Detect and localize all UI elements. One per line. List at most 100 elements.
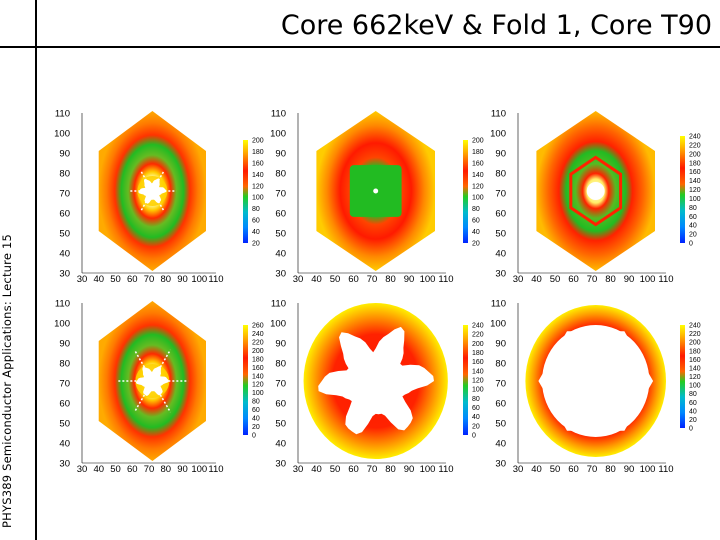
horizontal-rule [0, 46, 720, 48]
colorbar-tick-label: 180 [252, 149, 264, 156]
colorbar-tick-label: 160 [472, 359, 484, 366]
colorbar-tick-label: 100 [472, 387, 484, 394]
x-tick-label: 50 [550, 274, 561, 285]
colorbar-tick-label: 180 [252, 356, 264, 363]
x-tick-label: 100 [191, 274, 207, 285]
x-tick-label: 90 [404, 274, 415, 285]
colorbar-tick-label: 100 [472, 195, 484, 202]
x-tick-label: 70 [587, 464, 598, 475]
y-tick-label: 100 [54, 129, 70, 140]
y-tick-label: 70 [59, 379, 70, 390]
colorbar-tick-label: 60 [689, 400, 697, 407]
colorbar-tick-label: 180 [689, 348, 701, 355]
x-tick-label: 50 [110, 464, 121, 475]
heatmap-panel-5: 30 40 50 60 70 80 90 100 11030405060708090100110… [270, 299, 484, 476]
colorbar-tick-label: 80 [472, 396, 480, 403]
star-arm [133, 380, 154, 413]
y-tick-label: 50 [495, 419, 506, 430]
y-tick-label: 40 [495, 439, 506, 450]
colorbar-tick-label: 60 [252, 407, 260, 414]
x-tick-label: 60 [568, 274, 579, 285]
colorbar [463, 325, 468, 435]
colorbar-tick-label: 20 [689, 417, 697, 424]
colorbar-tick-label: 140 [689, 178, 701, 185]
colorbar-tick-label: 80 [252, 206, 260, 213]
y-tick-label: 90 [275, 339, 286, 350]
colorbar-tick-label: 200 [252, 348, 264, 355]
colorbar-tick-label: 0 [689, 241, 693, 248]
x-tick-label: 100 [191, 464, 207, 475]
colorbar-tick-label: 160 [472, 160, 484, 167]
y-tick-label: 80 [59, 359, 70, 370]
colorbar-tick-label: 200 [689, 151, 701, 158]
x-tick-label: 50 [110, 274, 121, 285]
x-tick-label: 50 [550, 464, 561, 475]
slide-title: Core 662keV & Fold 1, Core T90 [280, 10, 712, 41]
x-tick-label: 80 [160, 464, 171, 475]
y-tick-label: 60 [495, 399, 506, 410]
x-tick-label: 70 [144, 274, 155, 285]
colorbar-tick-label: 40 [252, 416, 260, 423]
colorbar [680, 136, 685, 243]
y-tick-label: 110 [55, 299, 70, 310]
x-tick-label: 110 [658, 274, 673, 285]
colorbar-tick-label: 220 [472, 332, 484, 339]
y-tick-label: 40 [59, 249, 70, 260]
x-tick-label: 50 [330, 464, 341, 475]
colorbar [463, 140, 468, 243]
x-tick-label: 60 [348, 464, 359, 475]
y-tick-label: 110 [491, 299, 506, 310]
colorbar-tick-label: 120 [689, 187, 701, 194]
x-tick-label: 100 [640, 274, 656, 285]
colorbar-tick-label: 140 [472, 172, 484, 179]
y-tick-label: 50 [59, 419, 70, 430]
colorbar-tick-label: 100 [252, 390, 264, 397]
colorbar [243, 325, 248, 435]
colorbar-tick-label: 240 [252, 331, 264, 338]
colorbar-tick-label: 40 [472, 229, 480, 236]
colorbar-tick-label: 220 [689, 142, 701, 149]
x-tick-label: 90 [624, 274, 635, 285]
colorbar-tick-label: 180 [689, 160, 701, 167]
y-tick-label: 60 [59, 209, 70, 220]
colorbar-tick-label: 140 [252, 172, 264, 179]
x-tick-label: 80 [160, 274, 171, 285]
colorbar-tick-label: 120 [252, 382, 264, 389]
colorbar-tick-label: 40 [689, 223, 697, 230]
y-tick-label: 40 [59, 439, 70, 450]
y-tick-label: 70 [495, 189, 506, 200]
y-tick-label: 60 [59, 399, 70, 410]
colorbar-tick-label: 20 [472, 423, 480, 430]
x-tick-label: 70 [367, 464, 378, 475]
x-tick-label: 40 [93, 274, 104, 285]
x-tick-label: 60 [127, 274, 138, 285]
x-tick-label: 30 [77, 274, 88, 285]
x-tick-label: 60 [568, 464, 579, 475]
x-tick-label: 100 [420, 274, 436, 285]
y-tick-label: 100 [490, 319, 506, 330]
x-tick-label: 110 [208, 464, 223, 475]
colorbar-tick-label: 0 [689, 426, 693, 433]
colorbar-tick-label: 240 [472, 323, 484, 330]
x-tick-label: 60 [127, 464, 138, 475]
colorbar-tick-label: 160 [252, 365, 264, 372]
y-tick-label: 90 [495, 149, 506, 160]
colorbar-tick-label: 200 [472, 341, 484, 348]
x-tick-label: 110 [438, 464, 453, 475]
heatmap-panel-1: 30 40 50 60 70 80 90 100 11030405060708090100110… [54, 109, 264, 286]
colorbar-tick-label: 40 [472, 414, 480, 421]
y-tick-label: 90 [59, 339, 70, 350]
y-tick-label: 70 [495, 379, 506, 390]
x-tick-label: 30 [513, 274, 524, 285]
x-tick-label: 50 [330, 274, 341, 285]
x-tick-label: 40 [93, 464, 104, 475]
x-tick-label: 110 [438, 274, 453, 285]
colorbar-tick-label: 100 [689, 383, 701, 390]
x-tick-label: 110 [658, 464, 673, 475]
y-tick-label: 110 [55, 109, 70, 120]
y-tick-label: 110 [271, 109, 286, 120]
y-tick-label: 100 [270, 129, 286, 140]
colorbar-tick-label: 240 [689, 134, 701, 141]
x-tick-label: 90 [404, 464, 415, 475]
